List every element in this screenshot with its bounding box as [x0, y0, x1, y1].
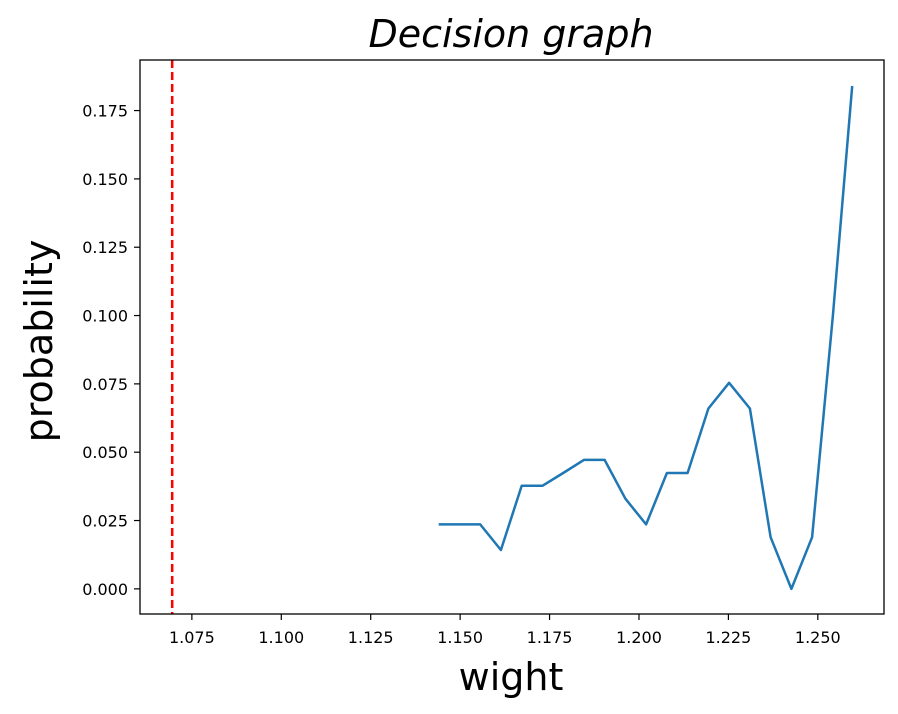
x-tick-label: 1.225 [705, 628, 751, 647]
y-tick-label: 0.025 [82, 512, 128, 531]
x-tick-label: 1.075 [169, 628, 215, 647]
x-tick-label: 1.250 [795, 628, 841, 647]
plot-area [139, 59, 885, 615]
x-axis-label: wight [459, 655, 564, 699]
y-tick-label: 0.175 [82, 102, 128, 121]
x-tick-label: 1.125 [348, 628, 394, 647]
y-tick-label: 0.100 [82, 307, 128, 326]
axes-frame [139, 59, 885, 615]
y-axis-ticks: 0.000 0.025 0.050 0.075 0.100 0.125 0.150 0.175 [82, 102, 140, 599]
chart-title: Decision graph [368, 12, 653, 56]
y-tick-label: 0.125 [82, 238, 128, 257]
y-tick-label: 0.075 [82, 375, 128, 394]
y-tick-label: 0.000 [82, 580, 128, 599]
x-axis-ticks: 1.075 1.100 1.125 1.150 1.175 1.200 1.225 1.250 [169, 614, 841, 647]
x-tick-label: 1.175 [527, 628, 573, 647]
y-tick-label: 0.050 [82, 443, 128, 462]
x-tick-label: 1.100 [258, 628, 304, 647]
x-tick-label: 1.200 [616, 628, 662, 647]
y-tick-label: 0.150 [82, 170, 128, 189]
series-line-0 [438, 85, 854, 591]
y-axis-label: probability [17, 240, 61, 443]
x-tick-label: 1.150 [437, 628, 483, 647]
